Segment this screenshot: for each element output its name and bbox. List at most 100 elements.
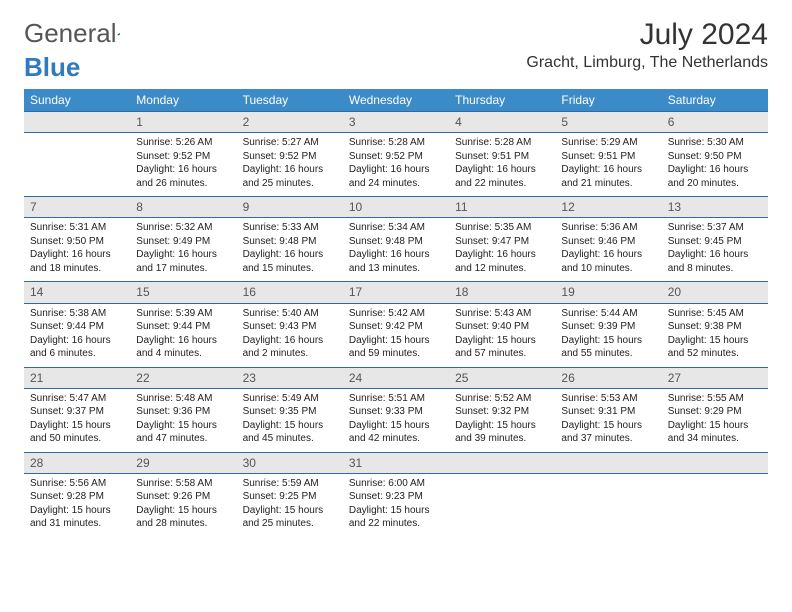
day-cell-line: and 39 minutes. (455, 432, 549, 446)
day-cell-line: Daylight: 15 hours (136, 504, 230, 518)
day-cell: Sunrise: 5:32 AMSunset: 9:49 PMDaylight:… (130, 218, 236, 282)
day-cell-line: Daylight: 16 hours (349, 163, 443, 177)
day-number: 30 (237, 452, 343, 473)
day-cell-line: Sunset: 9:23 PM (349, 490, 443, 504)
day-cell-line: Daylight: 16 hours (561, 163, 655, 177)
day-cell-line: Sunrise: 5:44 AM (561, 307, 655, 321)
day-cell-line: Sunset: 9:44 PM (30, 320, 124, 334)
day-cell-line: Sunset: 9:29 PM (668, 405, 762, 419)
day-number: 20 (662, 282, 768, 303)
day-number (555, 452, 661, 473)
day-cell-line: and 21 minutes. (561, 177, 655, 191)
day-cell-line: and 37 minutes. (561, 432, 655, 446)
day-cell-line: Sunset: 9:48 PM (243, 235, 337, 249)
day-cell-line: Sunrise: 5:47 AM (30, 392, 124, 406)
day-cell-line: Sunrise: 5:29 AM (561, 136, 655, 150)
day-cell: Sunrise: 5:37 AMSunset: 9:45 PMDaylight:… (662, 218, 768, 282)
logo-text-general: General (24, 18, 117, 49)
day-number: 7 (24, 197, 130, 218)
day-cell-line: Sunrise: 5:52 AM (455, 392, 549, 406)
day-cell-line: Sunrise: 5:45 AM (668, 307, 762, 321)
day-cell-line: Sunrise: 5:28 AM (455, 136, 549, 150)
day-cell-line: Daylight: 16 hours (136, 334, 230, 348)
day-header: Thursday (449, 89, 555, 112)
day-header: Monday (130, 89, 236, 112)
day-cell: Sunrise: 5:40 AMSunset: 9:43 PMDaylight:… (237, 303, 343, 367)
day-cell: Sunrise: 5:30 AMSunset: 9:50 PMDaylight:… (662, 133, 768, 197)
day-cell: Sunrise: 5:28 AMSunset: 9:52 PMDaylight:… (343, 133, 449, 197)
day-cell-line: and 42 minutes. (349, 432, 443, 446)
day-cell-line: Sunrise: 5:43 AM (455, 307, 549, 321)
day-cell-line: and 28 minutes. (136, 517, 230, 531)
day-cell-line: and 52 minutes. (668, 347, 762, 361)
day-cell-line: Sunset: 9:37 PM (30, 405, 124, 419)
day-cell: Sunrise: 5:28 AMSunset: 9:51 PMDaylight:… (449, 133, 555, 197)
day-cell-line: Sunset: 9:25 PM (243, 490, 337, 504)
day-number: 18 (449, 282, 555, 303)
day-cell-line: Daylight: 15 hours (668, 334, 762, 348)
day-cell-line: Daylight: 15 hours (349, 504, 443, 518)
day-content-row: Sunrise: 5:38 AMSunset: 9:44 PMDaylight:… (24, 303, 768, 367)
day-cell-line: and 4 minutes. (136, 347, 230, 361)
day-cell-line: Sunset: 9:49 PM (136, 235, 230, 249)
day-number: 11 (449, 197, 555, 218)
location-text: Gracht, Limburg, The Netherlands (526, 54, 768, 72)
day-cell-line: Sunset: 9:52 PM (136, 150, 230, 164)
day-cell: Sunrise: 5:35 AMSunset: 9:47 PMDaylight:… (449, 218, 555, 282)
day-cell-line: Sunrise: 5:49 AM (243, 392, 337, 406)
day-number: 26 (555, 367, 661, 388)
day-cell-line: Daylight: 16 hours (30, 248, 124, 262)
day-cell-line: Daylight: 15 hours (243, 419, 337, 433)
day-cell: Sunrise: 5:42 AMSunset: 9:42 PMDaylight:… (343, 303, 449, 367)
calendar-table: SundayMondayTuesdayWednesdayThursdayFrid… (24, 89, 768, 537)
day-cell-line: Sunrise: 5:34 AM (349, 221, 443, 235)
day-number: 14 (24, 282, 130, 303)
day-cell-line: Sunset: 9:38 PM (668, 320, 762, 334)
day-cell-line: Sunset: 9:46 PM (561, 235, 655, 249)
day-cell-line: Sunrise: 5:51 AM (349, 392, 443, 406)
day-cell-line: and 45 minutes. (243, 432, 337, 446)
day-cell: Sunrise: 5:39 AMSunset: 9:44 PMDaylight:… (130, 303, 236, 367)
day-cell-line: Sunrise: 5:27 AM (243, 136, 337, 150)
day-cell-line: Sunrise: 5:58 AM (136, 477, 230, 491)
day-cell-line: Sunset: 9:51 PM (455, 150, 549, 164)
day-header: Sunday (24, 89, 130, 112)
day-number: 5 (555, 112, 661, 133)
day-cell-line: Sunrise: 5:35 AM (455, 221, 549, 235)
day-cell-line: and 13 minutes. (349, 262, 443, 276)
day-cell-line: Daylight: 15 hours (243, 504, 337, 518)
day-cell-line: and 50 minutes. (30, 432, 124, 446)
day-cell-line: Sunset: 9:50 PM (668, 150, 762, 164)
day-number: 13 (662, 197, 768, 218)
day-cell-line: Daylight: 16 hours (668, 163, 762, 177)
day-content-row: Sunrise: 5:47 AMSunset: 9:37 PM Daylight:… (24, 388, 768, 452)
day-number-row: 28293031 (24, 452, 768, 473)
day-number: 22 (130, 367, 236, 388)
day-cell-line: Sunrise: 5:53 AM (561, 392, 655, 406)
day-number-row: 14151617181920 (24, 282, 768, 303)
day-cell: Sunrise: 5:26 AMSunset: 9:52 PMDaylight:… (130, 133, 236, 197)
day-cell: Sunrise: 5:34 AMSunset: 9:48 PMDaylight:… (343, 218, 449, 282)
day-cell-line: Daylight: 15 hours (30, 504, 124, 518)
day-cell-line: Sunrise: 5:40 AM (243, 307, 337, 321)
day-cell-line: and 15 minutes. (243, 262, 337, 276)
calendar-body: 123456Sunrise: 5:26 AMSunset: 9:52 PMDay… (24, 112, 768, 537)
day-number: 24 (343, 367, 449, 388)
day-cell-line: Sunrise: 5:56 AM (30, 477, 124, 491)
title-block: July 2024 Gracht, Limburg, The Netherlan… (526, 18, 768, 72)
day-cell: Sunrise: 5:47 AMSunset: 9:37 PMDaylight:… (24, 388, 130, 452)
day-cell-line: and 47 minutes. (136, 432, 230, 446)
day-number-row: 78910111213 (24, 197, 768, 218)
day-number: 27 (662, 367, 768, 388)
day-cell-line: and 6 minutes. (30, 347, 124, 361)
day-cell-line: and 26 minutes. (136, 177, 230, 191)
day-cell-line: Daylight: 16 hours (136, 248, 230, 262)
day-cell-line: Sunrise: 5:36 AM (561, 221, 655, 235)
day-cell-line: Sunrise: 5:26 AM (136, 136, 230, 150)
day-cell-line: Sunset: 9:35 PM (243, 405, 337, 419)
day-cell-line: Daylight: 16 hours (455, 163, 549, 177)
day-cell: Sunrise: 5:53 AMSunset: 9:31 PMDaylight:… (555, 388, 661, 452)
day-cell: Sunrise: 5:38 AMSunset: 9:44 PMDaylight:… (24, 303, 130, 367)
day-number: 1 (130, 112, 236, 133)
day-cell: Sunrise: 5:49 AMSunset: 9:35 PMDaylight:… (237, 388, 343, 452)
